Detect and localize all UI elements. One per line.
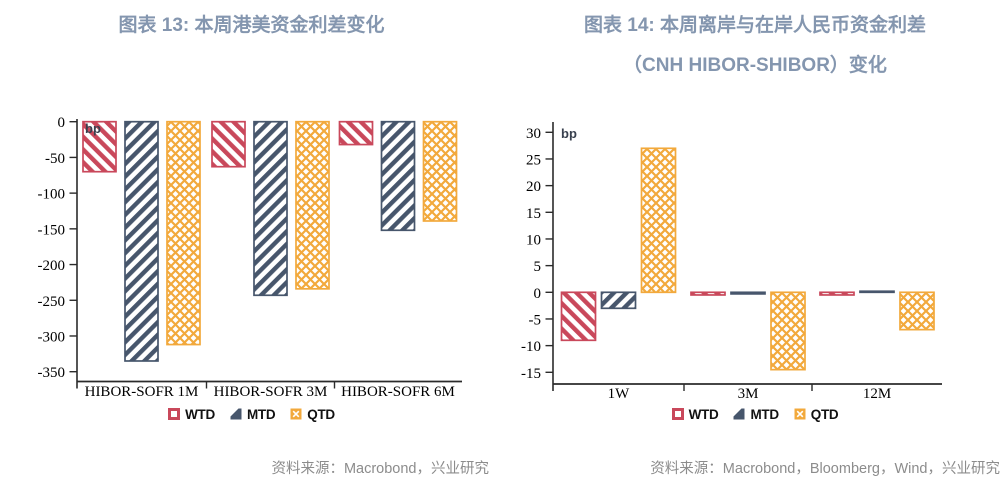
y-tick-label: -200 [38,258,66,274]
wtd-swatch-icon [168,408,181,420]
x-category-label: HIBOR-SOFR 6M [341,384,455,400]
bar-qtd-1 [295,120,330,290]
bar-qtd-1 [770,291,806,371]
bar-mtd-2 [859,290,895,294]
y-tick-label: -15 [521,366,541,382]
bar-mtd-1 [253,120,288,297]
figure-13-legend: WTD MTD QTD [0,404,503,424]
figure-14-legend: WTD MTD QTD [503,404,1007,424]
x-category-label: 1W [608,386,631,401]
figure-13-panel: 图表 13: 本周港美资金利差变化 0 -50 -100 -150 -200 -250 -3… [0,0,503,492]
swatch-rect [671,408,684,420]
swatch-cross [292,410,300,418]
legend-item-wtd: WTD [671,406,719,422]
y-tick-label: -250 [38,294,66,310]
figure-13-title-line: 图表 13: 本周港美资金利差变化 [118,15,385,36]
swatch-rect [230,408,242,420]
swatch-cross [796,410,804,418]
bar-wtd-2 [338,120,374,146]
y-tick-label: -350 [38,365,66,381]
y-tick-label: 0 [58,115,66,131]
swatch-rect [733,408,745,420]
unit-label: bp [85,121,101,136]
figure-14-panel: 图表 14: 本周离岸与在岸人民币资金利差 （CNH HIBOR-SHIBOR）… [503,0,1007,492]
mtd-swatch-icon [230,408,242,420]
qtd-swatch-icon [794,408,806,420]
legend-item-mtd: MTD [733,406,779,422]
legend-label-qtd: QTD [307,406,335,422]
legend-label-qtd: QTD [810,406,839,422]
bar-wtd-0 [82,120,117,173]
figure-13-bar-chart: 0 -50 -100 -150 -200 -250 -300 -350 HIBOR-SOFR 1… [38,115,462,400]
y-tick-label: -100 [38,187,66,203]
y-tick-label: -5 [529,312,542,328]
bar-wtd-2 [819,291,855,296]
figure-13-source: 资料来源：Macrobond，兴业研究 [271,461,489,477]
legend-label-mtd: MTD [750,406,779,422]
x-category-label: 12M [863,386,891,401]
swatch-diagonal [230,408,239,417]
unit-label: bp [561,126,577,141]
y-tick-label: -50 [45,151,65,167]
bar-mtd-0 [600,291,637,310]
y-tick-label: 15 [526,206,541,222]
y-tick-label: -300 [38,329,66,345]
y-tick-label: -150 [38,222,66,238]
x-category-label: 3M [738,386,759,401]
x-category-label: HIBOR-SOFR 1M [85,384,199,400]
legend-item-wtd: WTD [168,407,215,422]
legend-label-mtd: MTD [246,406,276,422]
figure-14-title-line-2: （CNH HIBOR-SHIBOR）变化 [623,55,887,76]
y-tick-label: -10 [521,339,541,355]
legend-label-wtd: WTD [185,406,215,422]
bar-wtd-0 [560,291,597,342]
figure-13-title: 图表 13: 本周港美资金利差变化 [0,6,503,46]
y-tick-label: 10 [526,232,541,248]
bar-qtd-2 [422,120,458,222]
x-category-label: HIBOR-SOFR 3M [214,384,328,400]
y-tick-label: 30 [526,126,541,142]
legend-item-qtd: QTD [794,407,839,422]
bar-mtd-1 [730,291,766,295]
figure-14-title: 图表 14: 本周离岸与在岸人民币资金利差 （CNH HIBOR-SHIBOR）… [503,6,1007,86]
bar-mtd-0 [124,120,159,362]
y-tick-label: 0 [534,286,542,302]
qtd-swatch-icon [290,408,302,420]
figure-14-bar-chart: 30 25 20 15 10 5 0 -5 -10 -15 1W 3M 12M bp [521,122,942,401]
y-tick-label: 5 [534,259,542,275]
swatch-diagonal [733,408,742,417]
y-tick-label: 20 [526,179,541,195]
y-tick-label: 25 [526,152,541,168]
legend-item-qtd: QTD [290,407,335,422]
mtd-swatch-icon [733,408,745,420]
figure-14-source: 资料来源：Macrobond，Bloomberg，Wind，兴业研究 [650,461,1000,477]
wtd-swatch-icon [671,408,684,420]
bar-qtd-0 [640,147,677,294]
bar-wtd-1 [690,291,726,296]
bar-mtd-2 [380,120,416,232]
bar-qtd-0 [166,120,201,346]
bar-qtd-2 [899,291,935,331]
bar-wtd-1 [211,120,246,168]
legend-label-wtd: WTD [688,406,719,422]
figure-14-title-line-1: 图表 14: 本周离岸与在岸人民币资金利差 [583,15,927,36]
swatch-rect [168,408,181,420]
legend-item-mtd: MTD [230,406,276,422]
